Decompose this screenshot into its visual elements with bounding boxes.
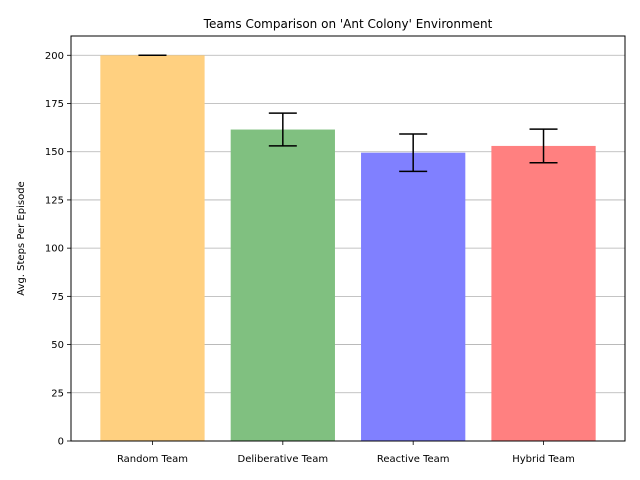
error-bar [268,112,297,147]
y-tick-label: 150 [45,147,64,158]
x-tick-label: Deliberative Team [238,454,329,465]
y-axis-label: Avg. Steps Per Episode [16,181,27,295]
y-tick-label: 75 [51,292,64,303]
x-tick-label: Random Team [117,454,188,465]
bar [100,55,205,442]
chart-title: Teams Comparison on 'Ant Colony' Environ… [203,17,493,31]
error-bar [399,133,428,173]
x-axis: Random Team Deliberative Team Reactive Tea… [117,441,575,465]
y-axis: 0 25 50 75 100 125 150 175 200 [45,51,71,448]
x-tick-label: Hybrid Team [512,454,575,465]
x-tick-label: Reactive Team [377,454,450,465]
y-tick-label: 25 [51,388,64,399]
y-tick-label: 175 [45,99,64,110]
error-bars [138,54,558,173]
error-bar [529,128,558,164]
plot-frame [70,35,626,442]
y-tick-label: 100 [45,244,64,255]
y-tick-label: 50 [51,340,64,351]
bars [100,55,596,442]
bar [230,129,335,442]
y-tick-label: 125 [45,195,64,206]
y-tick-label: 200 [45,51,64,62]
bar [361,152,466,441]
y-tick-label: 0 [58,437,64,448]
bar [491,145,596,441]
